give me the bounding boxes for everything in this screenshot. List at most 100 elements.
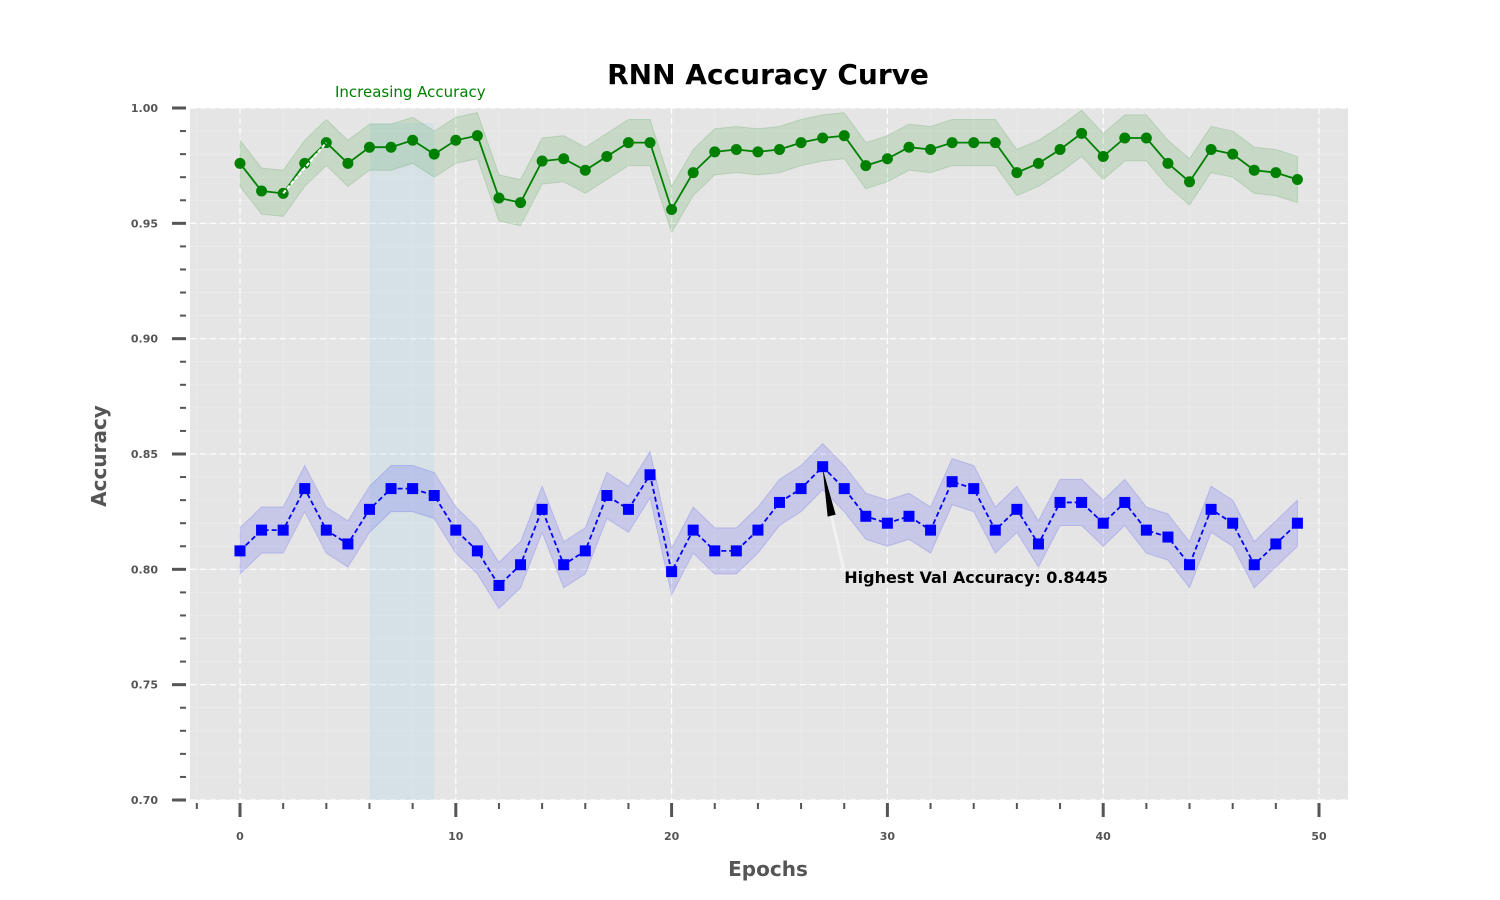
- series-1-point: [644, 469, 656, 481]
- x-tick-label: 10: [448, 830, 464, 843]
- series-0-point: [234, 157, 246, 169]
- series-0-point: [558, 153, 570, 165]
- x-tick-label: 0: [236, 830, 244, 843]
- increasing-accuracy-arrow: [282, 141, 328, 194]
- series-1-point: [536, 503, 548, 515]
- series-1-point: [385, 483, 397, 495]
- series-0-point: [1248, 164, 1260, 176]
- series-0-point: [989, 137, 1001, 149]
- y-tick-label: 0.75: [131, 679, 158, 692]
- series-1-point: [1248, 559, 1260, 571]
- series-1-point: [493, 579, 505, 591]
- series-0-point: [1270, 167, 1282, 179]
- y-tick-label: 0.80: [131, 563, 158, 576]
- confidence-bands: [239, 109, 1298, 610]
- series-0-point: [385, 141, 397, 153]
- highlight-span: [369, 123, 435, 800]
- series-1-point: [1076, 496, 1088, 508]
- series-1-point: [666, 566, 678, 578]
- series-0-point: [342, 157, 354, 169]
- x-tick-label: 30: [880, 830, 896, 843]
- series-1-point: [277, 524, 289, 536]
- y-tick-label: 0.95: [131, 217, 158, 230]
- y-tick-label: 1.00: [131, 102, 158, 115]
- series-0-point: [515, 197, 527, 209]
- shaded-region: [369, 123, 435, 800]
- series-0-point: [644, 137, 656, 149]
- y-tick-label: 0.85: [131, 448, 158, 461]
- series-1-point: [1205, 503, 1217, 515]
- series-1-point: [558, 559, 570, 571]
- series-1-band: [239, 442, 1298, 610]
- series-0-point: [1076, 127, 1088, 139]
- series-0-point: [1119, 132, 1131, 144]
- series-0-point: [817, 132, 829, 144]
- series-1-point: [1054, 496, 1066, 508]
- series-1-point: [860, 510, 872, 522]
- series-1-point: [1270, 538, 1282, 550]
- series-0-point: [1140, 132, 1152, 144]
- x-axis-label: Epochs: [728, 857, 808, 881]
- series-1-point: [428, 490, 440, 502]
- highest-val-arrow-head: [822, 468, 836, 517]
- series-1-point: [730, 545, 742, 557]
- series-0-point: [860, 160, 872, 172]
- series-0-point: [709, 146, 721, 158]
- series-0-point: [946, 137, 958, 149]
- x-tick-label: 50: [1311, 830, 1327, 843]
- chart-title: RNN Accuracy Curve: [607, 58, 929, 91]
- series-1-point: [407, 483, 419, 495]
- series-1-point: [687, 524, 699, 536]
- series-1-point: [622, 503, 634, 515]
- x-tick-label: 40: [1096, 830, 1112, 843]
- highest-val-label: Highest Val Accuracy: 0.8445: [844, 568, 1108, 587]
- series-0-point: [428, 148, 440, 160]
- series-0-point: [903, 141, 915, 153]
- y-tick-label: 0.90: [131, 333, 158, 346]
- series-1-point: [1291, 517, 1303, 529]
- series-0-point: [881, 153, 893, 165]
- series-0-point: [1011, 167, 1023, 179]
- series-1-point: [1162, 531, 1174, 543]
- y-tick-label: 0.70: [131, 794, 158, 807]
- increasing-accuracy-label: Increasing Accuracy: [335, 83, 486, 101]
- series-1-point: [363, 503, 375, 515]
- series-0-point: [601, 150, 613, 162]
- series-0-point: [1097, 150, 1109, 162]
- series-0-point: [450, 134, 462, 146]
- x-tick-label: 20: [664, 830, 680, 843]
- series-0-point: [795, 137, 807, 149]
- series-0-point: [687, 167, 699, 179]
- series-0-point: [666, 203, 678, 215]
- series-1-point: [601, 490, 613, 502]
- series-0-point: [968, 137, 980, 149]
- series-1-point: [515, 559, 527, 571]
- series-0-point: [1032, 157, 1044, 169]
- series-0-point: [471, 130, 483, 142]
- series-1-point: [817, 461, 829, 473]
- series-0-point: [493, 192, 505, 204]
- series-0-point: [774, 144, 785, 156]
- series-0-point: [925, 144, 937, 156]
- series-1-point: [299, 483, 311, 495]
- series-0-point: [1162, 157, 1174, 169]
- series-1-point: [795, 483, 807, 495]
- series-0-point: [1291, 174, 1303, 186]
- series-1-point: [881, 517, 893, 529]
- series-1-point: [1184, 559, 1196, 571]
- series-1-point: [450, 524, 462, 536]
- series-1-point: [968, 483, 980, 495]
- y-axis-label: Accuracy: [87, 405, 111, 507]
- series-1-point: [989, 524, 1001, 536]
- series-1-point: [1119, 496, 1131, 508]
- series-0-point: [407, 134, 419, 146]
- series-0-point: [752, 146, 764, 158]
- series-0-point: [1205, 144, 1217, 156]
- series-1-point: [234, 545, 246, 557]
- series-1-point: [1032, 538, 1044, 550]
- series-0-point: [536, 155, 548, 167]
- series-1-point: [774, 496, 785, 508]
- series-1-point: [1011, 503, 1023, 515]
- series-0-point: [838, 130, 850, 142]
